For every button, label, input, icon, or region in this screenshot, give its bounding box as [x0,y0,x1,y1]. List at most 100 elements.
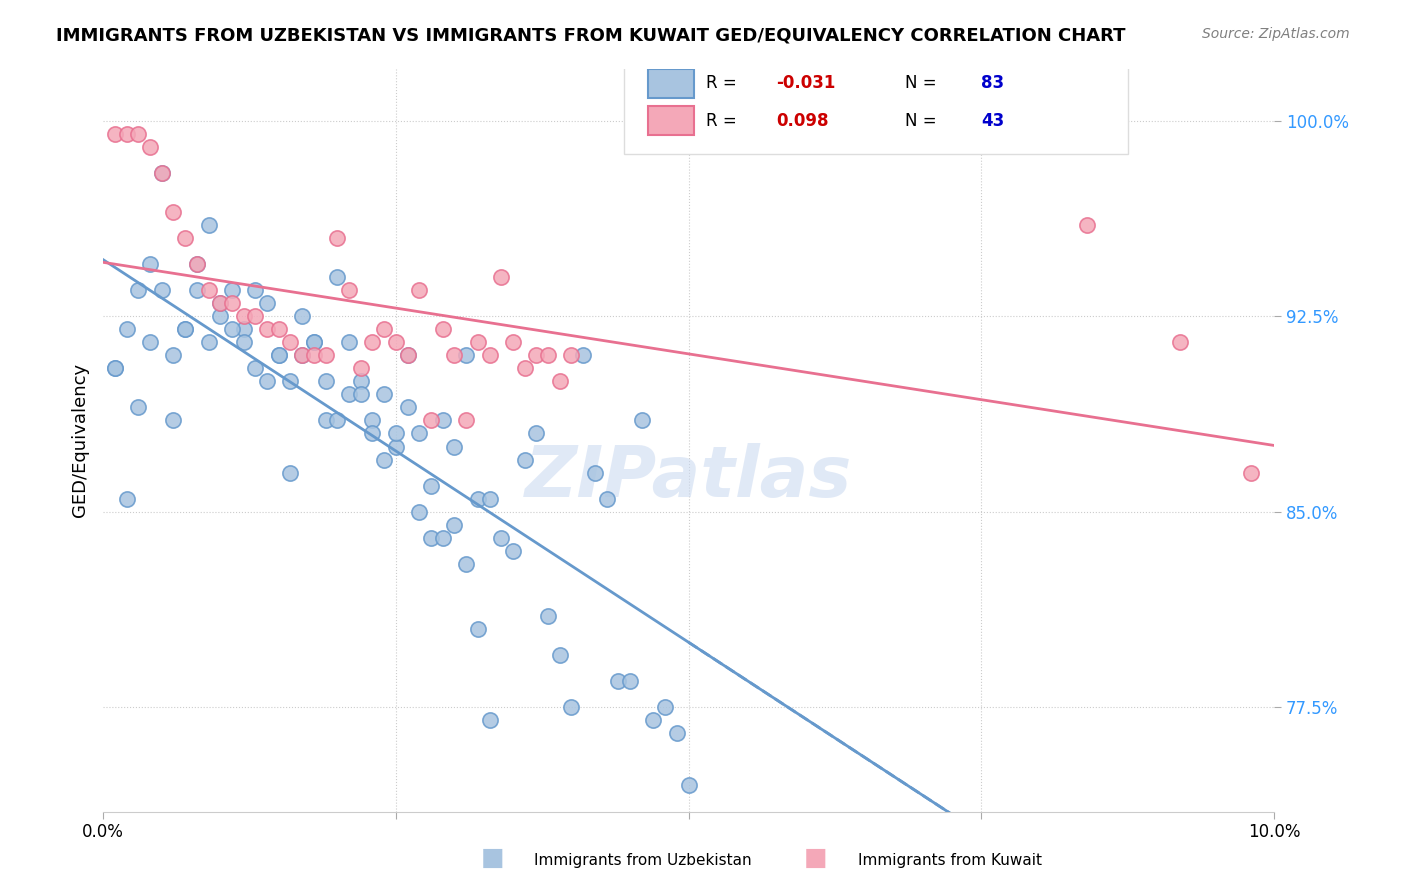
Point [326,270,349,285]
Point [420,413,443,427]
Point [467,491,489,506]
Point [373,322,395,336]
Point [678,779,700,793]
Text: 0.098: 0.098 [776,112,830,129]
Point [373,452,395,467]
Point [150,166,173,180]
Point [396,401,419,415]
Point [548,648,571,662]
Point [315,348,337,362]
Point [572,348,595,362]
Point [127,127,149,141]
Point [232,309,254,323]
Text: R =: R = [706,74,742,93]
Point [537,609,560,624]
Point [186,283,208,297]
Point [150,166,173,180]
Point [209,309,232,323]
Point [104,127,127,141]
Point [478,491,501,506]
Point [607,674,630,689]
Point [326,413,349,427]
FancyBboxPatch shape [648,105,695,136]
Text: ■: ■ [804,846,827,870]
Point [489,270,512,285]
FancyBboxPatch shape [648,69,695,98]
FancyBboxPatch shape [624,50,1128,154]
Text: 83: 83 [981,74,1004,93]
Point [104,361,127,376]
Point [337,283,360,297]
Point [291,309,314,323]
Text: IMMIGRANTS FROM UZBEKISTAN VS IMMIGRANTS FROM KUWAIT GED/EQUIVALENCY CORRELATION: IMMIGRANTS FROM UZBEKISTAN VS IMMIGRANTS… [56,27,1126,45]
Point [595,491,617,506]
Point [560,700,582,714]
Text: Immigrants from Uzbekistan: Immigrants from Uzbekistan [534,853,752,868]
Point [174,322,197,336]
Point [104,361,127,376]
Point [467,622,489,636]
Text: -0.031: -0.031 [776,74,835,93]
Point [361,426,384,441]
Point [337,335,360,350]
Point [350,361,373,376]
Point [232,335,254,350]
Point [115,127,138,141]
Point [221,322,243,336]
Point [489,531,512,545]
Point [513,361,536,376]
Point [467,335,489,350]
Point [619,674,641,689]
Point [432,413,454,427]
Point [502,544,524,558]
Point [420,478,443,492]
Point [315,375,337,389]
Point [385,335,408,350]
Point [560,348,582,362]
Point [524,348,547,362]
Point [209,296,232,310]
Point [256,322,278,336]
Point [456,557,478,571]
Text: ■: ■ [481,846,503,870]
Point [267,348,290,362]
Point [537,348,560,362]
Text: N =: N = [905,74,942,93]
Point [420,531,443,545]
Point [256,296,278,310]
Point [245,283,267,297]
Point [221,296,243,310]
Point [209,296,232,310]
Text: ZIPatlas: ZIPatlas [524,442,852,512]
Point [139,139,162,153]
Point [654,700,676,714]
Point [186,257,208,271]
Point [232,322,254,336]
Text: R =: R = [706,112,742,129]
Y-axis label: GED/Equivalency: GED/Equivalency [72,363,89,517]
Point [197,218,219,232]
Point [630,413,652,427]
Point [1170,335,1192,350]
Point [373,387,395,401]
Point [478,348,501,362]
Point [139,335,162,350]
Text: N =: N = [905,112,942,129]
Point [162,348,184,362]
Point [385,440,408,454]
Point [197,283,219,297]
Point [1076,218,1098,232]
Point [432,531,454,545]
Point [326,231,349,245]
Point [127,401,149,415]
Point [302,335,325,350]
Point [456,348,478,362]
Point [186,257,208,271]
Point [267,348,290,362]
Point [643,713,665,727]
Point [665,726,688,740]
Point [291,348,314,362]
Point [583,466,606,480]
Point [115,491,138,506]
Point [115,322,138,336]
